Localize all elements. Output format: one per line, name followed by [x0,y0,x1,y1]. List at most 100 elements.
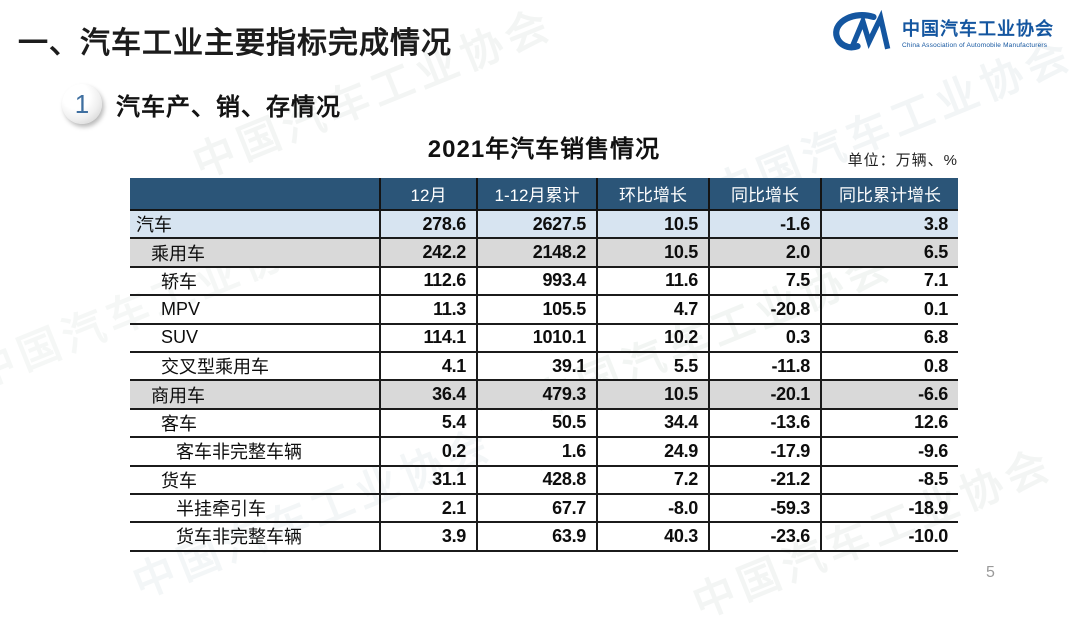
cell-value: 2.0 [708,238,821,268]
cell-value: 4.7 [596,295,709,325]
org-logo: 中国汽车工业协会 China Association of Automobile… [831,9,1054,59]
table-row: 半挂牵引车 2.1 67.7 -8.0 -59.3 -18.9 [130,493,958,524]
caam-monogram-icon [831,9,893,59]
row-label: 商用车 [130,380,380,410]
cell-value: 7.5 [708,266,821,297]
row-label: 半挂牵引车 [130,493,380,524]
cell-value: 428.8 [476,465,597,495]
row-label: 轿车 [130,266,380,297]
cell-value: 2.1 [379,493,477,524]
row-label: 客车 [130,408,380,439]
cell-value: 0.3 [708,323,821,353]
cell-value: 11.3 [379,295,477,325]
cell-value: -10.0 [820,522,958,552]
cell-value: 50.5 [476,408,597,439]
org-name-en: China Association of Automobile Manufact… [902,41,1048,49]
table-row: SUV 114.1 1010.1 10.2 0.3 6.8 [130,323,958,353]
row-label: 乘用车 [130,238,380,268]
cell-value: 31.1 [379,465,477,495]
row-label: 汽车 [130,210,380,240]
cell-value: 10.5 [596,238,709,268]
column-header-mom-growth: 环比增长 [596,178,709,211]
page-title: 一、汽车工业主要指标完成情况 [18,27,452,60]
cell-value: 6.8 [820,323,958,353]
cell-value: 1010.1 [476,323,597,353]
table-row: 乘用车 242.2 2148.2 10.5 2.0 6.5 [130,238,958,268]
cell-value: 2627.5 [476,210,597,240]
cell-value: -20.1 [708,380,821,410]
cell-value: -23.6 [708,522,821,552]
column-header-december: 12月 [379,178,477,211]
cell-value: 278.6 [379,210,477,240]
cell-value: 6.5 [820,238,958,268]
table-header-row: 12月 1-12月累计 环比增长 同比增长 同比累计增长 [130,178,958,211]
column-header-ytd: 1-12月累计 [476,178,597,211]
cell-value: 5.5 [596,351,709,382]
cell-value: -8.0 [596,493,709,524]
cell-value: 242.2 [379,238,477,268]
cell-value: 1.6 [476,437,597,467]
row-label: 货车非完整车辆 [130,522,380,552]
section-title: 汽车产、销、存情况 [116,93,341,121]
cell-value: -1.6 [708,210,821,240]
cell-value: -6.6 [820,380,958,410]
table-header: 12月 1-12月累计 环比增长 同比增长 同比累计增长 [130,178,958,211]
table-title: 2021年汽车销售情况 [427,136,661,163]
cell-value: -18.9 [820,493,958,524]
row-label: 客车非完整车辆 [130,437,380,467]
cell-value: 105.5 [476,295,597,325]
row-label: 货车 [130,465,380,495]
table-row: 交叉型乘用车 4.1 39.1 5.5 -11.8 0.8 [130,351,958,382]
cell-value: 12.6 [820,408,958,439]
table-row: 货车 31.1 428.8 7.2 -21.2 -8.5 [130,465,958,495]
cell-value: 479.3 [476,380,597,410]
page-number: 5 [986,564,995,581]
cell-value: -9.6 [820,437,958,467]
cell-value: -59.3 [708,493,821,524]
cell-value: 36.4 [379,380,477,410]
table-row: 商用车 36.4 479.3 10.5 -20.1 -6.6 [130,380,958,410]
cell-value: 4.1 [379,351,477,382]
org-name-cn: 中国汽车工业协会 [902,19,1054,40]
table-row: MPV 11.3 105.5 4.7 -20.8 0.1 [130,295,958,325]
cell-value: 40.3 [596,522,709,552]
cell-value: 10.2 [596,323,709,353]
cell-value: 0.1 [820,295,958,325]
cell-value: -8.5 [820,465,958,495]
column-header-yoy-growth: 同比增长 [708,178,821,211]
row-label: SUV [130,323,380,353]
org-logo-text: 中国汽车工业协会 China Association of Automobile… [902,19,1054,49]
column-header-yoy-cumulative-growth: 同比累计增长 [820,178,958,211]
table-row: 客车非完整车辆 0.2 1.6 24.9 -17.9 -9.6 [130,437,958,467]
cell-value: 24.9 [596,437,709,467]
column-header-label [130,178,380,211]
cell-value: -20.8 [708,295,821,325]
cell-value: 67.7 [476,493,597,524]
table-body: 汽车 278.6 2627.5 10.5 -1.6 3.8 乘用车 242.2 2148.2 10… [130,210,958,552]
cell-value: 3.9 [379,522,477,552]
cell-value: 7.1 [820,266,958,297]
cell-value: 5.4 [379,408,477,439]
cell-value: -17.9 [708,437,821,467]
section-heading: 1 汽车产、销、存情况 [62,84,341,124]
cell-value: 11.6 [596,266,709,297]
cell-value: 2148.2 [476,238,597,268]
cell-value: 0.2 [379,437,477,467]
cell-value: 39.1 [476,351,597,382]
cell-value: -21.2 [708,465,821,495]
table-row: 轿车 112.6 993.4 11.6 7.5 7.1 [130,266,958,297]
cell-value: 63.9 [476,522,597,552]
row-label: 交叉型乘用车 [130,351,380,382]
row-label: MPV [130,295,380,325]
section-number-badge: 1 [62,84,102,124]
cell-value: 7.2 [596,465,709,495]
table-row: 汽车 278.6 2627.5 10.5 -1.6 3.8 [130,210,958,240]
unit-note: 单位：万辆、% [847,152,958,169]
cell-value: 112.6 [379,266,477,297]
table-row: 货车非完整车辆 3.9 63.9 40.3 -23.6 -10.0 [130,522,958,552]
cell-value: -13.6 [708,408,821,439]
cell-value: -11.8 [708,351,821,382]
sales-table: 12月 1-12月累计 环比增长 同比增长 同比累计增长 汽车 278.6 2627… [130,178,958,552]
cell-value: 993.4 [476,266,597,297]
cell-value: 3.8 [820,210,958,240]
